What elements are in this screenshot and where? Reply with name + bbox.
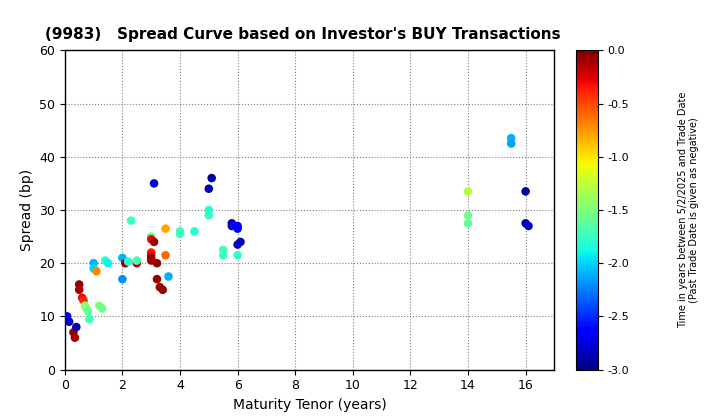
Point	[73, 286, 85, 293]
Point	[125, 217, 137, 224]
Point	[174, 231, 186, 237]
Point	[189, 228, 200, 235]
Point	[131, 257, 143, 264]
Point	[151, 260, 163, 267]
Point	[69, 334, 81, 341]
Point	[145, 255, 157, 261]
Y-axis label: Spread (bp): Spread (bp)	[19, 169, 34, 251]
Point	[203, 212, 215, 219]
Point	[91, 268, 102, 275]
Point	[520, 220, 531, 227]
Point	[523, 223, 534, 229]
Point	[96, 305, 108, 312]
Point	[203, 207, 215, 213]
Point	[120, 260, 131, 267]
Point	[122, 258, 134, 265]
Point	[226, 220, 238, 227]
Point	[82, 308, 94, 315]
Point	[117, 255, 128, 261]
Point	[145, 249, 157, 256]
Point	[145, 233, 157, 240]
Point	[217, 247, 229, 253]
Point	[76, 294, 88, 301]
Point	[79, 302, 91, 309]
Point	[94, 302, 105, 309]
Point	[148, 239, 160, 245]
Point	[229, 223, 240, 229]
Point	[145, 252, 157, 259]
Point	[71, 324, 82, 331]
Point	[462, 212, 474, 219]
Point	[88, 260, 99, 267]
Point	[145, 236, 157, 243]
Point	[232, 241, 243, 248]
Point	[68, 329, 79, 336]
Point	[154, 284, 166, 291]
Point	[157, 286, 168, 293]
Point	[232, 225, 243, 232]
Point	[99, 257, 111, 264]
Point	[232, 252, 243, 259]
Point	[131, 260, 143, 267]
Point	[145, 257, 157, 264]
Point	[462, 188, 474, 195]
Point	[84, 316, 95, 323]
Point	[163, 273, 174, 280]
Point	[73, 281, 85, 288]
Point	[63, 318, 75, 325]
Point	[102, 260, 114, 267]
Point	[505, 135, 517, 142]
Point	[232, 223, 243, 229]
Point	[235, 239, 246, 245]
Point	[151, 276, 163, 283]
Point	[148, 180, 160, 187]
X-axis label: Maturity Tenor (years): Maturity Tenor (years)	[233, 398, 387, 412]
Point	[160, 252, 171, 259]
Point	[117, 276, 128, 283]
Point	[520, 188, 531, 195]
Y-axis label: Time in years between 5/2/2025 and Trade Date
(Past Trade Date is given as negat: Time in years between 5/2/2025 and Trade…	[678, 92, 699, 328]
Point	[174, 228, 186, 235]
Point	[203, 185, 215, 192]
Point	[206, 175, 217, 181]
Point	[88, 265, 99, 272]
Point	[78, 297, 89, 304]
Point	[61, 313, 73, 320]
Point	[505, 140, 517, 147]
Point	[462, 220, 474, 227]
Point	[81, 305, 92, 312]
Text: (9983)   Spread Curve based on Investor's BUY Transactions: (9983) Spread Curve based on Investor's …	[45, 27, 561, 42]
Point	[160, 225, 171, 232]
Point	[226, 223, 238, 229]
Point	[217, 252, 229, 259]
